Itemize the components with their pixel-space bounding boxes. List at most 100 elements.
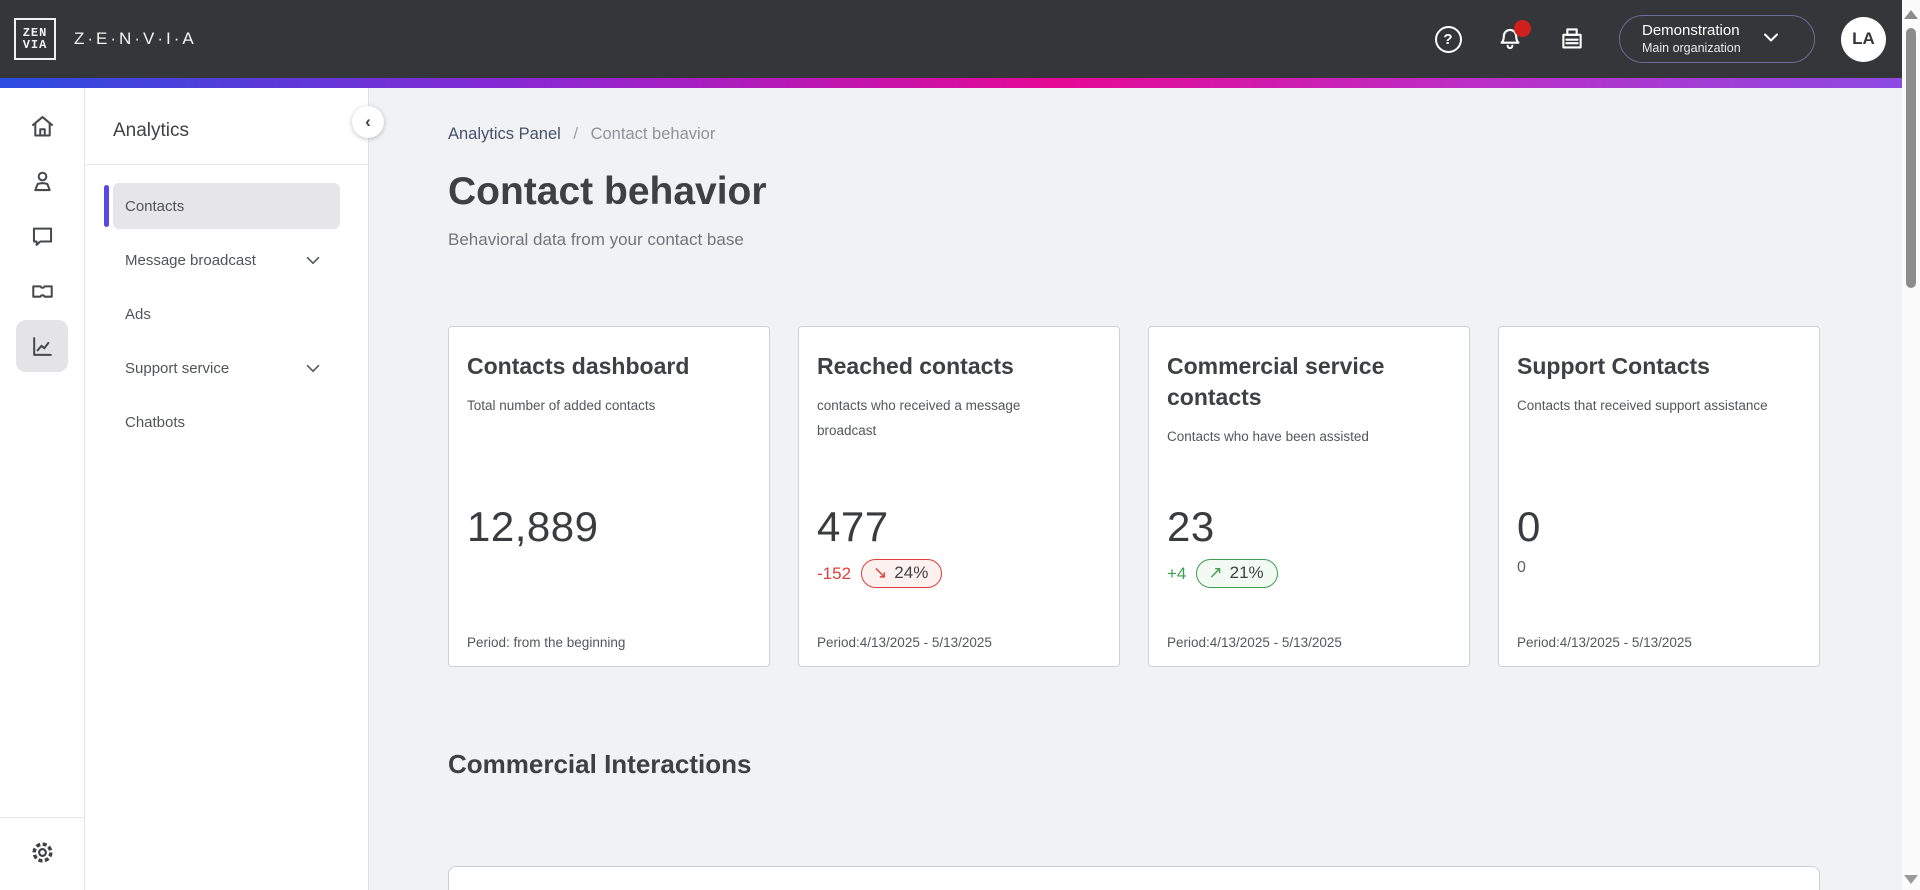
- badge-percent: 21%: [1229, 563, 1264, 582]
- person-icon: [33, 171, 51, 191]
- bell-icon: [1500, 28, 1520, 50]
- brand-gradient-bar: [0, 78, 1920, 88]
- card-value: 23: [1167, 503, 1215, 550]
- card-delta-row: 0: [1517, 559, 1526, 577]
- print-button[interactable]: [1555, 22, 1589, 56]
- organization-texts: Demonstration Main organization: [1642, 22, 1741, 56]
- sidebar-item-analytics[interactable]: [16, 320, 68, 372]
- help-icon: ?: [1434, 25, 1462, 53]
- trend-down-arrow-icon: ↘: [873, 563, 888, 582]
- breadcrumb: Analytics Panel / Contact behavior: [448, 124, 1842, 144]
- card-delta-row: -152 ↘ 24%: [817, 559, 943, 588]
- scrollbar-thumb[interactable]: [1906, 28, 1916, 288]
- card-period: Period:4/13/2025 - 5/13/2025: [817, 635, 992, 650]
- menu-item-label: Message broadcast: [125, 251, 256, 269]
- topbar-actions: ? Demonstration Main organization: [1403, 15, 1886, 63]
- page-title: Contact behavior: [448, 170, 767, 213]
- card-period: Period:4/13/2025 - 5/13/2025: [1167, 635, 1342, 650]
- scroll-up-arrow[interactable]: [1904, 10, 1918, 19]
- brand-text: Z·E·N·V·I·A: [74, 29, 197, 48]
- breadcrumb-current: Contact behavior: [590, 125, 716, 143]
- menu-item-label: Contacts: [125, 197, 185, 215]
- zenvia-logo-icon: ZEN VIA: [14, 18, 56, 60]
- card-title: Contacts dashboard: [467, 353, 690, 379]
- card-title: Commercial service contacts: [1167, 353, 1385, 411]
- card-title: Reached contacts: [817, 353, 1014, 379]
- avatar-initials: LA: [1852, 29, 1875, 48]
- card-title: Support Contacts: [1517, 353, 1710, 379]
- active-indicator: [104, 185, 109, 227]
- kpi-cards-row: Contacts dashboard Total number of added…: [448, 326, 1842, 667]
- trend-badge: ↗ 21%: [1196, 559, 1278, 588]
- card-period: Period:4/13/2025 - 5/13/2025: [1517, 635, 1692, 650]
- card-subtitle: Contacts who have been assisted: [1167, 429, 1369, 445]
- badge-percent: 24%: [894, 563, 929, 582]
- logo-row-top: ZEN: [22, 26, 48, 40]
- card-subtitle: contacts who received a message broadcas…: [817, 398, 1021, 439]
- chevron-down-icon: [302, 357, 324, 379]
- gear-icon: [31, 841, 53, 863]
- sidebar-item-conversations[interactable]: [16, 210, 68, 262]
- card-value: 0: [1517, 503, 1541, 550]
- commercial-interactions-panel: [448, 866, 1820, 890]
- menu-item-label: Chatbots: [125, 413, 186, 431]
- notifications-button[interactable]: [1493, 20, 1531, 56]
- page-subtitle: Behavioral data from your contact base: [448, 230, 744, 249]
- breadcrumb-parent[interactable]: Analytics Panel: [448, 125, 561, 143]
- chevron-down-icon: [1759, 25, 1783, 54]
- organization-name: Demonstration: [1642, 21, 1740, 39]
- organization-subtitle: Main organization: [1642, 40, 1741, 55]
- nav-rail: [0, 88, 85, 890]
- rail-footer: [0, 817, 84, 890]
- divider: [85, 164, 368, 165]
- menu-item-support-service[interactable]: Support service: [113, 345, 340, 391]
- collapse-panel-button[interactable]: ‹: [352, 106, 384, 138]
- card-value: 477: [817, 503, 889, 550]
- card-value: 12,889: [467, 503, 599, 550]
- chevron-down-icon: [302, 249, 324, 271]
- help-button[interactable]: ?: [1431, 22, 1465, 56]
- menu-item-chatbots[interactable]: Chatbots: [113, 399, 340, 445]
- card-delta-row: +4 ↗ 21%: [1167, 559, 1278, 588]
- delta-value: 0: [1517, 559, 1526, 576]
- menu-item-message-broadcast[interactable]: Message broadcast: [113, 237, 340, 283]
- logo-row-bottom: VIA: [22, 38, 48, 52]
- home-icon: [31, 115, 53, 137]
- notification-badge: [1514, 20, 1531, 37]
- panel-title: Analytics: [113, 120, 190, 141]
- chat-bubble-icon: [32, 227, 52, 246]
- analytics-subpanel: ‹ Analytics Contacts Message broadcast A…: [85, 88, 384, 890]
- ticket-icon: [31, 284, 53, 298]
- brand: ZEN VIA Z·E·N·V·I·A: [14, 18, 197, 60]
- organization-switcher[interactable]: Demonstration Main organization: [1619, 15, 1815, 63]
- trend-up-arrow-icon: ↗: [1208, 563, 1223, 582]
- menu-item-label: Ads: [125, 305, 151, 323]
- menu-item-label: Support service: [125, 359, 230, 377]
- trend-badge: ↘ 24%: [861, 559, 943, 588]
- chevron-left-icon: ‹: [365, 112, 371, 131]
- card-reached-contacts: Reached contacts contacts who received a…: [798, 326, 1120, 667]
- settings-button[interactable]: [22, 832, 62, 872]
- card-period: Period: from the beginning: [467, 635, 626, 650]
- sidebar-item-home[interactable]: [16, 100, 68, 152]
- page-scrollbar[interactable]: [1902, 0, 1920, 890]
- delta-value: +4: [1167, 563, 1187, 583]
- avatar[interactable]: LA: [1841, 16, 1886, 62]
- line-chart-icon: [32, 336, 52, 356]
- analytics-menu: Contacts Message broadcast Ads Support s…: [85, 165, 368, 445]
- card-support-contacts: Support Contacts Contacts that received …: [1498, 326, 1820, 667]
- scroll-down-arrow[interactable]: [1904, 875, 1918, 884]
- delta-value: -152: [817, 563, 852, 583]
- topbar: ZEN VIA Z·E·N·V·I·A ?: [0, 0, 1920, 78]
- sidebar-item-tickets[interactable]: [16, 265, 68, 317]
- help-glyph: ?: [1443, 30, 1453, 48]
- card-commercial-service-contacts: Commercial service contacts Contacts who…: [1148, 326, 1470, 667]
- menu-item-contacts[interactable]: Contacts: [104, 183, 340, 229]
- menu-item-ads[interactable]: Ads: [113, 291, 340, 337]
- card-contacts-dashboard: Contacts dashboard Total number of added…: [448, 326, 770, 667]
- section-title-commercial-interactions: Commercial Interactions: [448, 749, 752, 779]
- main-content: Analytics Panel / Contact behavior Conta…: [369, 88, 1920, 890]
- sidebar-item-contacts[interactable]: [16, 155, 68, 207]
- card-subtitle: Total number of added contacts: [467, 398, 656, 414]
- breadcrumb-separator: /: [573, 125, 578, 143]
